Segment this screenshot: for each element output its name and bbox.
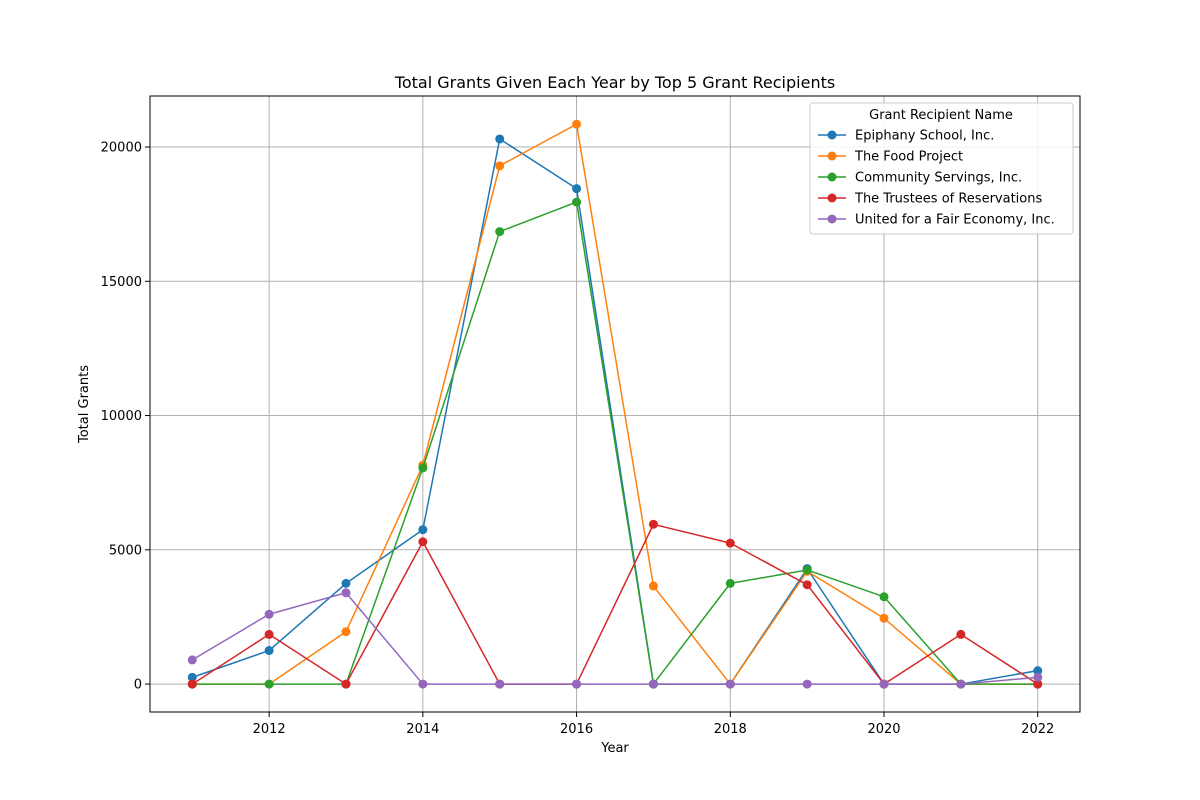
data-point xyxy=(418,537,428,547)
data-point xyxy=(648,519,658,529)
x-tick-label: 2012 xyxy=(253,722,286,737)
x-tick-label: 2022 xyxy=(1021,722,1054,737)
data-point xyxy=(495,679,505,689)
data-point xyxy=(802,580,812,590)
data-point xyxy=(264,646,274,656)
data-point xyxy=(802,565,812,575)
data-point xyxy=(879,592,889,602)
data-point xyxy=(725,578,735,588)
legend-swatch-marker xyxy=(827,214,837,224)
legend-box xyxy=(809,102,1074,235)
data-point xyxy=(572,119,582,129)
data-point xyxy=(341,679,351,689)
data-point xyxy=(187,679,197,689)
data-point xyxy=(418,679,428,689)
data-point xyxy=(187,655,197,665)
data-point xyxy=(341,627,351,637)
data-point xyxy=(341,588,351,598)
legend-label: Epiphany School, Inc. xyxy=(855,129,994,144)
legend-label: The Food Project xyxy=(854,150,963,165)
data-point xyxy=(187,672,197,682)
legend: Grant Recipient Name Epiphany School, In… xyxy=(809,102,1074,235)
y-tick-label: 0 xyxy=(134,678,142,693)
data-point xyxy=(418,463,428,473)
legend-swatch-marker xyxy=(827,151,837,161)
legend-label: United for a Fair Economy, Inc. xyxy=(855,213,1055,228)
data-point xyxy=(1033,666,1043,676)
data-point xyxy=(341,578,351,588)
plot-frame xyxy=(149,95,1081,713)
data-point xyxy=(495,161,505,171)
series-lines xyxy=(187,119,1043,689)
legend-label: The Trustees of Reservations xyxy=(854,192,1042,207)
legend-label: Community Servings, Inc. xyxy=(855,171,1022,186)
data-point xyxy=(648,581,658,591)
data-point xyxy=(264,609,274,619)
data-point xyxy=(648,679,658,689)
data-point xyxy=(495,227,505,237)
y-tick-label: 20000 xyxy=(101,141,142,156)
series-line xyxy=(191,523,1039,685)
data-point xyxy=(1033,672,1043,682)
data-point xyxy=(802,679,812,689)
data-point xyxy=(495,134,505,144)
series-line xyxy=(192,201,1038,685)
legend-title: Grant Recipient Name xyxy=(869,108,1013,123)
data-point xyxy=(572,197,582,207)
data-point xyxy=(879,613,889,623)
series-5 xyxy=(187,588,1043,689)
data-point xyxy=(572,679,582,689)
data-point xyxy=(956,629,966,639)
y-axis-ticks: 0 5000 10000 15000 20000 xyxy=(101,141,150,693)
legend-swatch-marker xyxy=(827,130,837,140)
legend-items: Epiphany School, Inc. The Food Project Com… xyxy=(818,129,1055,228)
data-point xyxy=(1033,679,1043,689)
y-tick-label: 10000 xyxy=(101,409,142,424)
series-line xyxy=(192,123,1038,685)
series-3 xyxy=(187,197,1043,689)
x-tick-label: 2014 xyxy=(406,722,439,737)
legend-item: The Food Project xyxy=(818,150,963,165)
data-point xyxy=(418,525,428,535)
series-4 xyxy=(187,519,1043,689)
x-axis-ticks: 2012 2014 2016 2018 2020 2022 xyxy=(253,712,1054,737)
chart-title: Total Grants Given Each Year by Top 5 Gr… xyxy=(394,73,835,92)
data-point xyxy=(956,679,966,689)
data-point xyxy=(879,679,889,689)
series-line xyxy=(191,592,1038,685)
x-tick-label: 2016 xyxy=(560,722,593,737)
y-axis-label: Total Grants xyxy=(77,365,92,444)
legend-item: United for a Fair Economy, Inc. xyxy=(818,213,1055,228)
x-tick-label: 2018 xyxy=(714,722,747,737)
legend-item: Epiphany School, Inc. xyxy=(818,129,994,144)
data-point xyxy=(725,538,735,548)
legend-item: Community Servings, Inc. xyxy=(818,171,1022,186)
x-axis-label: Year xyxy=(600,741,629,756)
x-tick-label: 2020 xyxy=(867,722,900,737)
y-tick-label: 5000 xyxy=(109,543,142,558)
legend-item: The Trustees of Reservations xyxy=(818,192,1042,207)
data-point xyxy=(725,679,735,689)
y-tick-label: 15000 xyxy=(101,275,142,290)
data-point xyxy=(264,679,274,689)
data-point xyxy=(572,184,582,194)
data-point xyxy=(264,629,274,639)
legend-swatch-marker xyxy=(827,193,837,203)
legend-swatch-marker xyxy=(827,172,837,182)
